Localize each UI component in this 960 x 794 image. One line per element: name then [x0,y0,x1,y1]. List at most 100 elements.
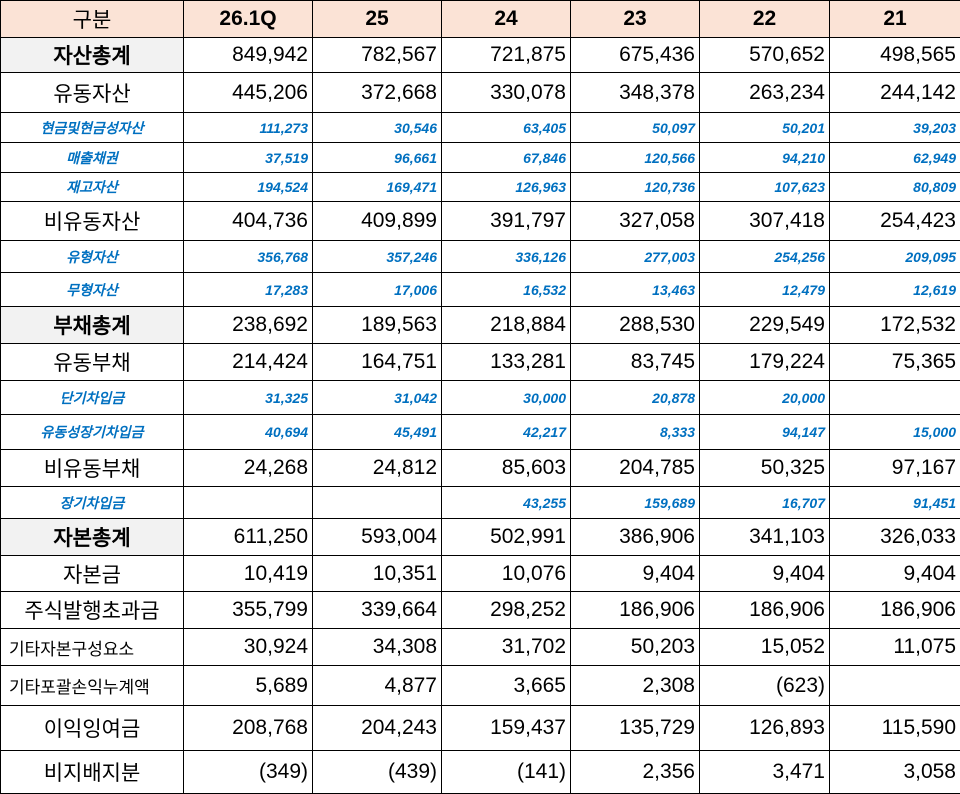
value-cell: 186,906 [830,592,960,629]
value-cell: 593,004 [313,519,442,556]
value-cell: 115,590 [830,706,960,751]
value-cell: 675,436 [571,38,700,73]
header-cell: 21 [830,1,960,38]
value-cell: 24,268 [184,450,313,487]
value-cell: 164,751 [313,344,442,381]
value-cell: 9,404 [700,556,830,592]
value-cell: 13,463 [571,273,700,307]
header-cell: 구분 [1,1,184,38]
row-label: 재고자산 [1,173,184,202]
row-label: 장기차입금 [1,487,184,519]
value-cell: 17,283 [184,273,313,307]
value-cell: 83,745 [571,344,700,381]
value-cell: 254,256 [700,241,830,273]
value-cell: 40,694 [184,415,313,450]
header-cell: 24 [442,1,571,38]
value-cell: 31,325 [184,381,313,415]
row-label: 기타포괄손익누계액 [1,666,184,706]
value-cell: 42,217 [442,415,571,450]
value-cell: 30,924 [184,629,313,666]
row-label: 무형자산 [1,273,184,307]
value-cell: 30,546 [313,113,442,143]
value-cell: 12,619 [830,273,960,307]
value-cell: 43,255 [442,487,571,519]
value-cell: 37,519 [184,143,313,173]
row-label: 부채총계 [1,307,184,344]
value-cell: 11,075 [830,629,960,666]
value-cell: 31,702 [442,629,571,666]
value-cell: 189,563 [313,307,442,344]
value-cell: 194,524 [184,173,313,202]
value-cell: 277,003 [571,241,700,273]
row-label: 비지배지분 [1,751,184,794]
value-cell: 94,210 [700,143,830,173]
value-cell: 15,052 [700,629,830,666]
value-cell: 97,167 [830,450,960,487]
value-cell: 20,878 [571,381,700,415]
row-label: 기타자본구성요소 [1,629,184,666]
value-cell: 186,906 [571,592,700,629]
value-cell: 386,906 [571,519,700,556]
value-cell: 348,378 [571,73,700,113]
row-label: 자본총계 [1,519,184,556]
value-cell: 10,351 [313,556,442,592]
row-label: 유동성장기차입금 [1,415,184,450]
value-cell: 45,491 [313,415,442,450]
row-label: 현금및현금성자산 [1,113,184,143]
value-cell: 244,142 [830,73,960,113]
value-cell: 288,530 [571,307,700,344]
value-cell: 326,033 [830,519,960,556]
row-label: 유동자산 [1,73,184,113]
value-cell: 254,423 [830,202,960,241]
value-cell: 120,736 [571,173,700,202]
value-cell: 336,126 [442,241,571,273]
value-cell: 327,058 [571,202,700,241]
value-cell: 10,419 [184,556,313,592]
header-cell: 23 [571,1,700,38]
value-cell: 9,404 [571,556,700,592]
value-cell: 17,006 [313,273,442,307]
value-cell: 107,623 [700,173,830,202]
value-cell: 570,652 [700,38,830,73]
value-cell: 502,991 [442,519,571,556]
value-cell: 126,893 [700,706,830,751]
value-cell: 126,963 [442,173,571,202]
value-cell: 75,365 [830,344,960,381]
value-cell: 62,949 [830,143,960,173]
value-cell: (349) [184,751,313,794]
value-cell: 204,243 [313,706,442,751]
value-cell: 238,692 [184,307,313,344]
value-cell: 24,812 [313,450,442,487]
row-label: 비유동부채 [1,450,184,487]
value-cell: (141) [442,751,571,794]
row-label: 매출채권 [1,143,184,173]
value-cell: 404,736 [184,202,313,241]
value-cell: 782,567 [313,38,442,73]
value-cell: 159,689 [571,487,700,519]
value-cell: 91,451 [830,487,960,519]
value-cell: 10,076 [442,556,571,592]
row-label: 유형자산 [1,241,184,273]
value-cell: 39,203 [830,113,960,143]
value-cell: 4,877 [313,666,442,706]
value-cell: 50,097 [571,113,700,143]
value-cell: 3,058 [830,751,960,794]
value-cell: 341,103 [700,519,830,556]
empty-cell [184,487,313,519]
row-label: 단기차입금 [1,381,184,415]
value-cell: 355,799 [184,592,313,629]
value-cell: 330,078 [442,73,571,113]
